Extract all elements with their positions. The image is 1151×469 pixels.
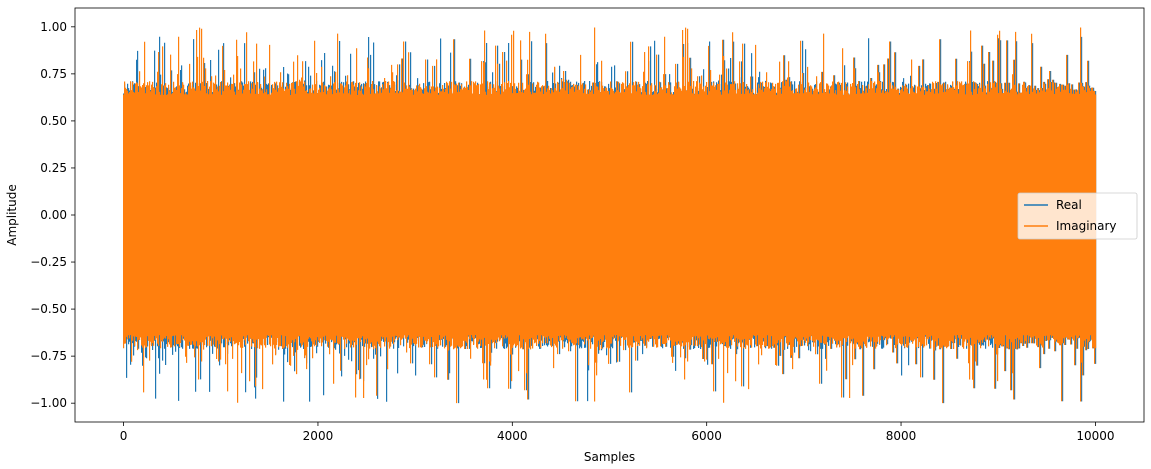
x-axis: 0 2000 4000 6000 8000 10000 [120, 422, 1115, 443]
x-axis-label: Samples [584, 450, 635, 464]
legend-label-imaginary: Imaginary [1056, 219, 1117, 233]
series-layer [123, 27, 1097, 404]
y-tick-label: 1.00 [40, 20, 67, 34]
y-tick-label: −0.50 [30, 302, 67, 316]
y-tick-label: 0.00 [40, 208, 67, 222]
legend: Real Imaginary [1017, 192, 1138, 240]
y-tick-label: −1.00 [30, 396, 67, 410]
x-tick-label: 6000 [691, 429, 722, 443]
series-line-imaginary [123, 27, 1097, 404]
legend-label-real: Real [1056, 198, 1082, 212]
y-axis: −1.00 −0.75 −0.50 −0.25 0.00 0.25 0.50 0.75 1.00 [30, 20, 75, 410]
x-tick-label: 2000 [303, 429, 334, 443]
y-tick-label: 0.25 [40, 161, 67, 175]
y-tick-label: −0.25 [30, 255, 67, 269]
x-tick-label: 10000 [1076, 429, 1114, 443]
y-tick-label: −0.75 [30, 349, 67, 363]
x-tick-label: 0 [120, 429, 128, 443]
x-tick-label: 8000 [886, 429, 917, 443]
x-tick-label: 4000 [497, 429, 528, 443]
y-tick-label: 0.50 [40, 114, 67, 128]
y-tick-label: 0.75 [40, 67, 67, 81]
y-axis-label: Amplitude [5, 184, 19, 246]
